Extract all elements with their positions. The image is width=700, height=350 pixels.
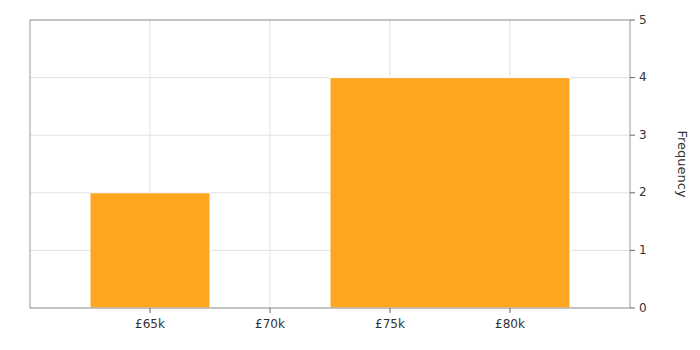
x-tick <box>150 308 151 313</box>
y-tick-label: 4 <box>639 70 647 84</box>
grid <box>30 20 630 308</box>
histogram-bar <box>90 193 210 308</box>
bars <box>90 78 570 308</box>
y-tick <box>630 250 635 251</box>
x-tick-label: £80k <box>495 317 525 331</box>
y-axis-label: Frequency <box>675 130 690 197</box>
y-tick <box>630 20 635 21</box>
x-tick-label: £65k <box>135 317 165 331</box>
x-tick <box>270 308 271 313</box>
histogram-bar <box>330 78 570 308</box>
x-tick <box>510 308 511 313</box>
chart-svg: 0 1 2 3 4 5 Frequency £65k £70k £75k £80k <box>0 0 700 350</box>
y-tick-label: 1 <box>639 243 647 257</box>
grid-line-x <box>270 20 271 308</box>
x-tick-label: £70k <box>255 317 285 331</box>
x-tick-label: £75k <box>375 317 405 331</box>
y-axis: 0 1 2 3 4 5 <box>630 13 647 315</box>
y-tick <box>630 308 635 309</box>
y-tick <box>630 192 635 193</box>
y-tick <box>630 77 635 78</box>
chart-container: 0 1 2 3 4 5 Frequency £65k £70k £75k £80k <box>0 0 700 350</box>
y-tick <box>630 135 635 136</box>
y-tick-label: 3 <box>639 128 647 142</box>
x-tick <box>390 308 391 313</box>
x-axis: £65k £70k £75k £80k <box>135 308 525 331</box>
y-tick-label: 2 <box>639 185 647 199</box>
y-tick-label: 5 <box>639 13 647 27</box>
plot-frame <box>30 20 630 308</box>
y-tick-label: 0 <box>639 301 647 315</box>
